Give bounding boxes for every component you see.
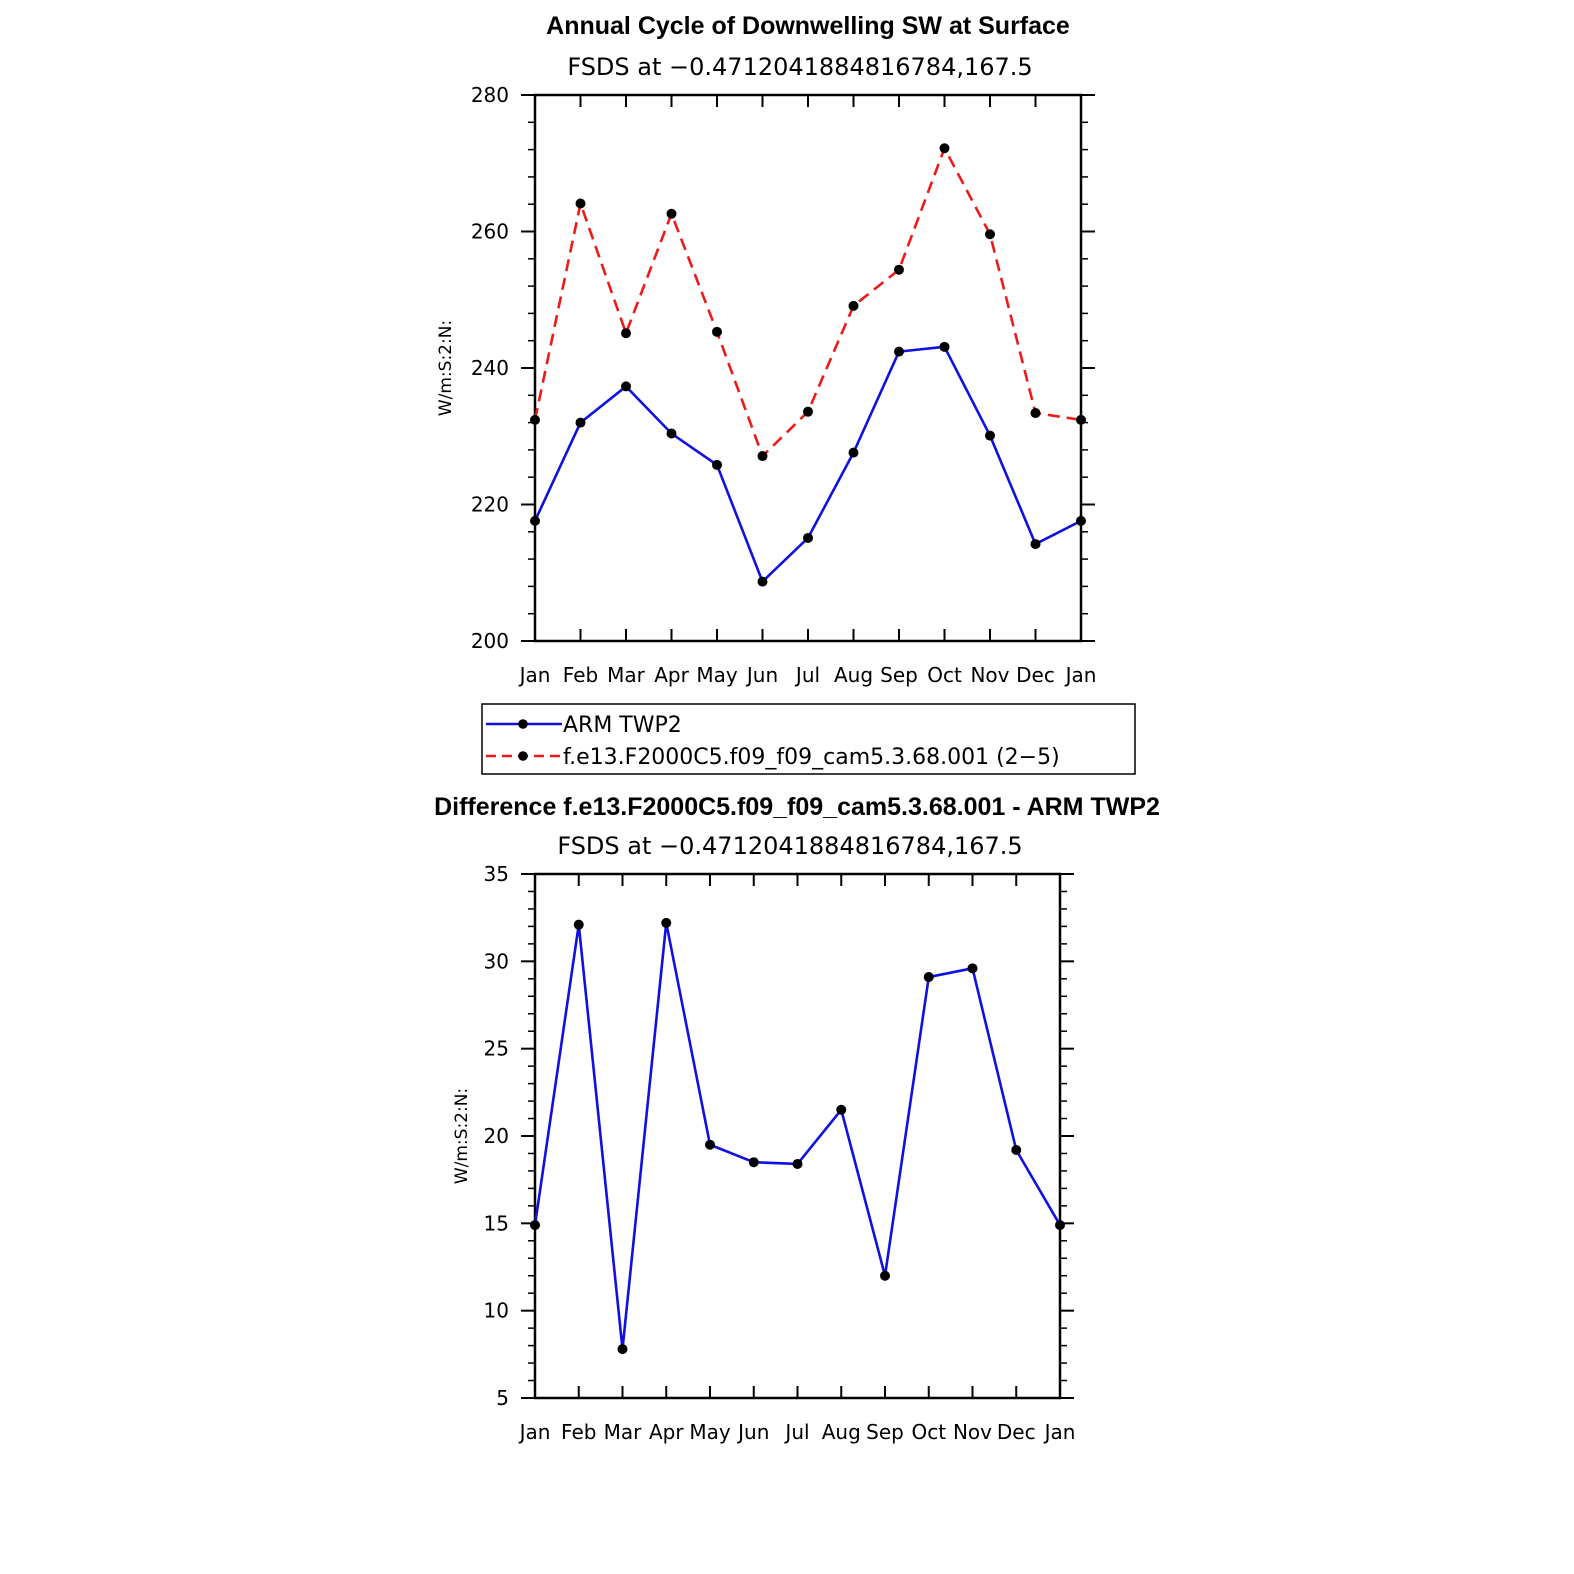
series-line-0 bbox=[533, 345, 1082, 583]
data-point bbox=[666, 208, 677, 219]
data-point bbox=[848, 300, 859, 311]
data-point bbox=[530, 414, 540, 425]
x-tick-label: Feb bbox=[561, 1420, 596, 1444]
data-point bbox=[985, 229, 995, 240]
data-point bbox=[967, 963, 978, 974]
x-tick-label: Apr bbox=[649, 1420, 684, 1444]
legend: ARM TWP2 f.e13.F2000C5.f09_f09_cam5.3.68… bbox=[481, 703, 1136, 775]
x-tick-label: Jun bbox=[745, 663, 778, 687]
legend-marker-arm-twp2 bbox=[518, 719, 528, 729]
legend-box bbox=[481, 703, 1136, 775]
data-point bbox=[836, 1104, 847, 1115]
y-tick-label: 30 bbox=[484, 949, 509, 973]
chart-difference: Difference f.e13.F2000C5.f09_f09_cam5.3.… bbox=[434, 793, 1160, 1444]
data-point bbox=[792, 1158, 803, 1169]
x-tick-label: Sep bbox=[880, 663, 918, 687]
y-axis-label: W/m:S:2:N: bbox=[452, 1088, 472, 1184]
x-tick-label: Dec bbox=[1016, 663, 1055, 687]
data-point bbox=[757, 451, 768, 462]
data-point bbox=[1030, 408, 1041, 419]
x-tick-label: Dec bbox=[997, 1420, 1036, 1444]
data-point bbox=[712, 459, 722, 470]
data-point bbox=[880, 1270, 890, 1281]
x-tick-label: Jan bbox=[518, 663, 551, 687]
y-tick-label: 260 bbox=[471, 220, 509, 244]
x-tick-label: May bbox=[689, 1420, 731, 1444]
data-point bbox=[757, 576, 768, 587]
chart-annual-cycle: Annual Cycle of Downwelling SW at Surfac… bbox=[436, 12, 1096, 687]
series-line-0 bbox=[533, 921, 1062, 1351]
chart-title: Difference f.e13.F2000C5.f09_f09_cam5.3.… bbox=[434, 793, 1160, 821]
x-tick-label: May bbox=[696, 663, 738, 687]
x-tick-label: Jan bbox=[518, 1420, 551, 1444]
chart-subtitle: FSDS at −0.4712041884816784,167.5 bbox=[557, 832, 1022, 860]
y-tick-label: 35 bbox=[484, 862, 509, 886]
data-point bbox=[573, 919, 584, 930]
y-tick-label: 5 bbox=[496, 1386, 509, 1410]
data-point bbox=[661, 917, 672, 928]
x-tick-label: Jun bbox=[736, 1420, 769, 1444]
y-tick-label: 10 bbox=[484, 1299, 509, 1323]
data-point bbox=[530, 1220, 540, 1231]
x-tick-label: Aug bbox=[834, 663, 873, 687]
y-tick-label: 15 bbox=[484, 1211, 509, 1235]
plot-frame bbox=[533, 93, 1083, 643]
data-point bbox=[939, 143, 950, 154]
y-axis-label: W/m:S:2:N: bbox=[436, 320, 456, 416]
data-point bbox=[939, 341, 950, 352]
y-tick-label: 200 bbox=[471, 629, 509, 653]
y-tick-label: 280 bbox=[471, 83, 509, 107]
data-point bbox=[1076, 414, 1086, 425]
data-point bbox=[530, 515, 540, 526]
data-point bbox=[923, 972, 934, 983]
chart-subtitle: FSDS at −0.4712041884816784,167.5 bbox=[567, 53, 1032, 81]
data-point bbox=[712, 326, 722, 337]
legend-label-model: f.e13.F2000C5.f09_f09_cam5.3.68.001 (2−5… bbox=[563, 745, 1060, 770]
data-point bbox=[1011, 1144, 1022, 1155]
data-point bbox=[705, 1139, 715, 1150]
plot-frame bbox=[533, 872, 1062, 1400]
x-tick-label: Mar bbox=[607, 663, 646, 687]
x-tick-label: Feb bbox=[563, 663, 598, 687]
legend-marker-model bbox=[518, 751, 528, 761]
data-point bbox=[894, 264, 904, 275]
x-tick-label: Jul bbox=[794, 663, 820, 687]
y-tick-label: 25 bbox=[484, 1037, 509, 1061]
data-point bbox=[666, 428, 677, 439]
data-point bbox=[803, 406, 813, 417]
x-tick-label: Jan bbox=[1064, 663, 1097, 687]
chart-title: Annual Cycle of Downwelling SW at Surfac… bbox=[546, 12, 1070, 40]
x-tick-label: Oct bbox=[911, 1420, 946, 1444]
x-tick-label: Apr bbox=[654, 663, 689, 687]
data-point bbox=[803, 532, 813, 543]
data-point bbox=[1055, 1220, 1065, 1231]
data-point bbox=[621, 381, 631, 392]
x-tick-label: Nov bbox=[970, 663, 1009, 687]
data-point bbox=[575, 198, 586, 209]
x-tick-label: Oct bbox=[927, 663, 962, 687]
data-point bbox=[617, 1344, 628, 1355]
data-point bbox=[1030, 539, 1041, 550]
data-point bbox=[575, 417, 586, 428]
y-tick-label: 240 bbox=[471, 356, 509, 380]
data-point bbox=[848, 447, 859, 458]
x-tick-label: Sep bbox=[866, 1420, 904, 1444]
legend-label-arm-twp2: ARM TWP2 bbox=[563, 713, 682, 738]
data-point bbox=[621, 328, 631, 339]
x-tick-label: Jul bbox=[783, 1420, 809, 1444]
x-tick-label: Aug bbox=[822, 1420, 861, 1444]
x-tick-label: Nov bbox=[953, 1420, 992, 1444]
data-point bbox=[748, 1157, 759, 1168]
data-point bbox=[894, 346, 904, 357]
y-tick-label: 20 bbox=[484, 1124, 509, 1148]
data-point bbox=[1076, 515, 1086, 526]
x-tick-label: Jan bbox=[1043, 1420, 1076, 1444]
x-tick-label: Mar bbox=[604, 1420, 643, 1444]
data-point bbox=[985, 430, 995, 441]
y-tick-label: 220 bbox=[471, 493, 509, 517]
